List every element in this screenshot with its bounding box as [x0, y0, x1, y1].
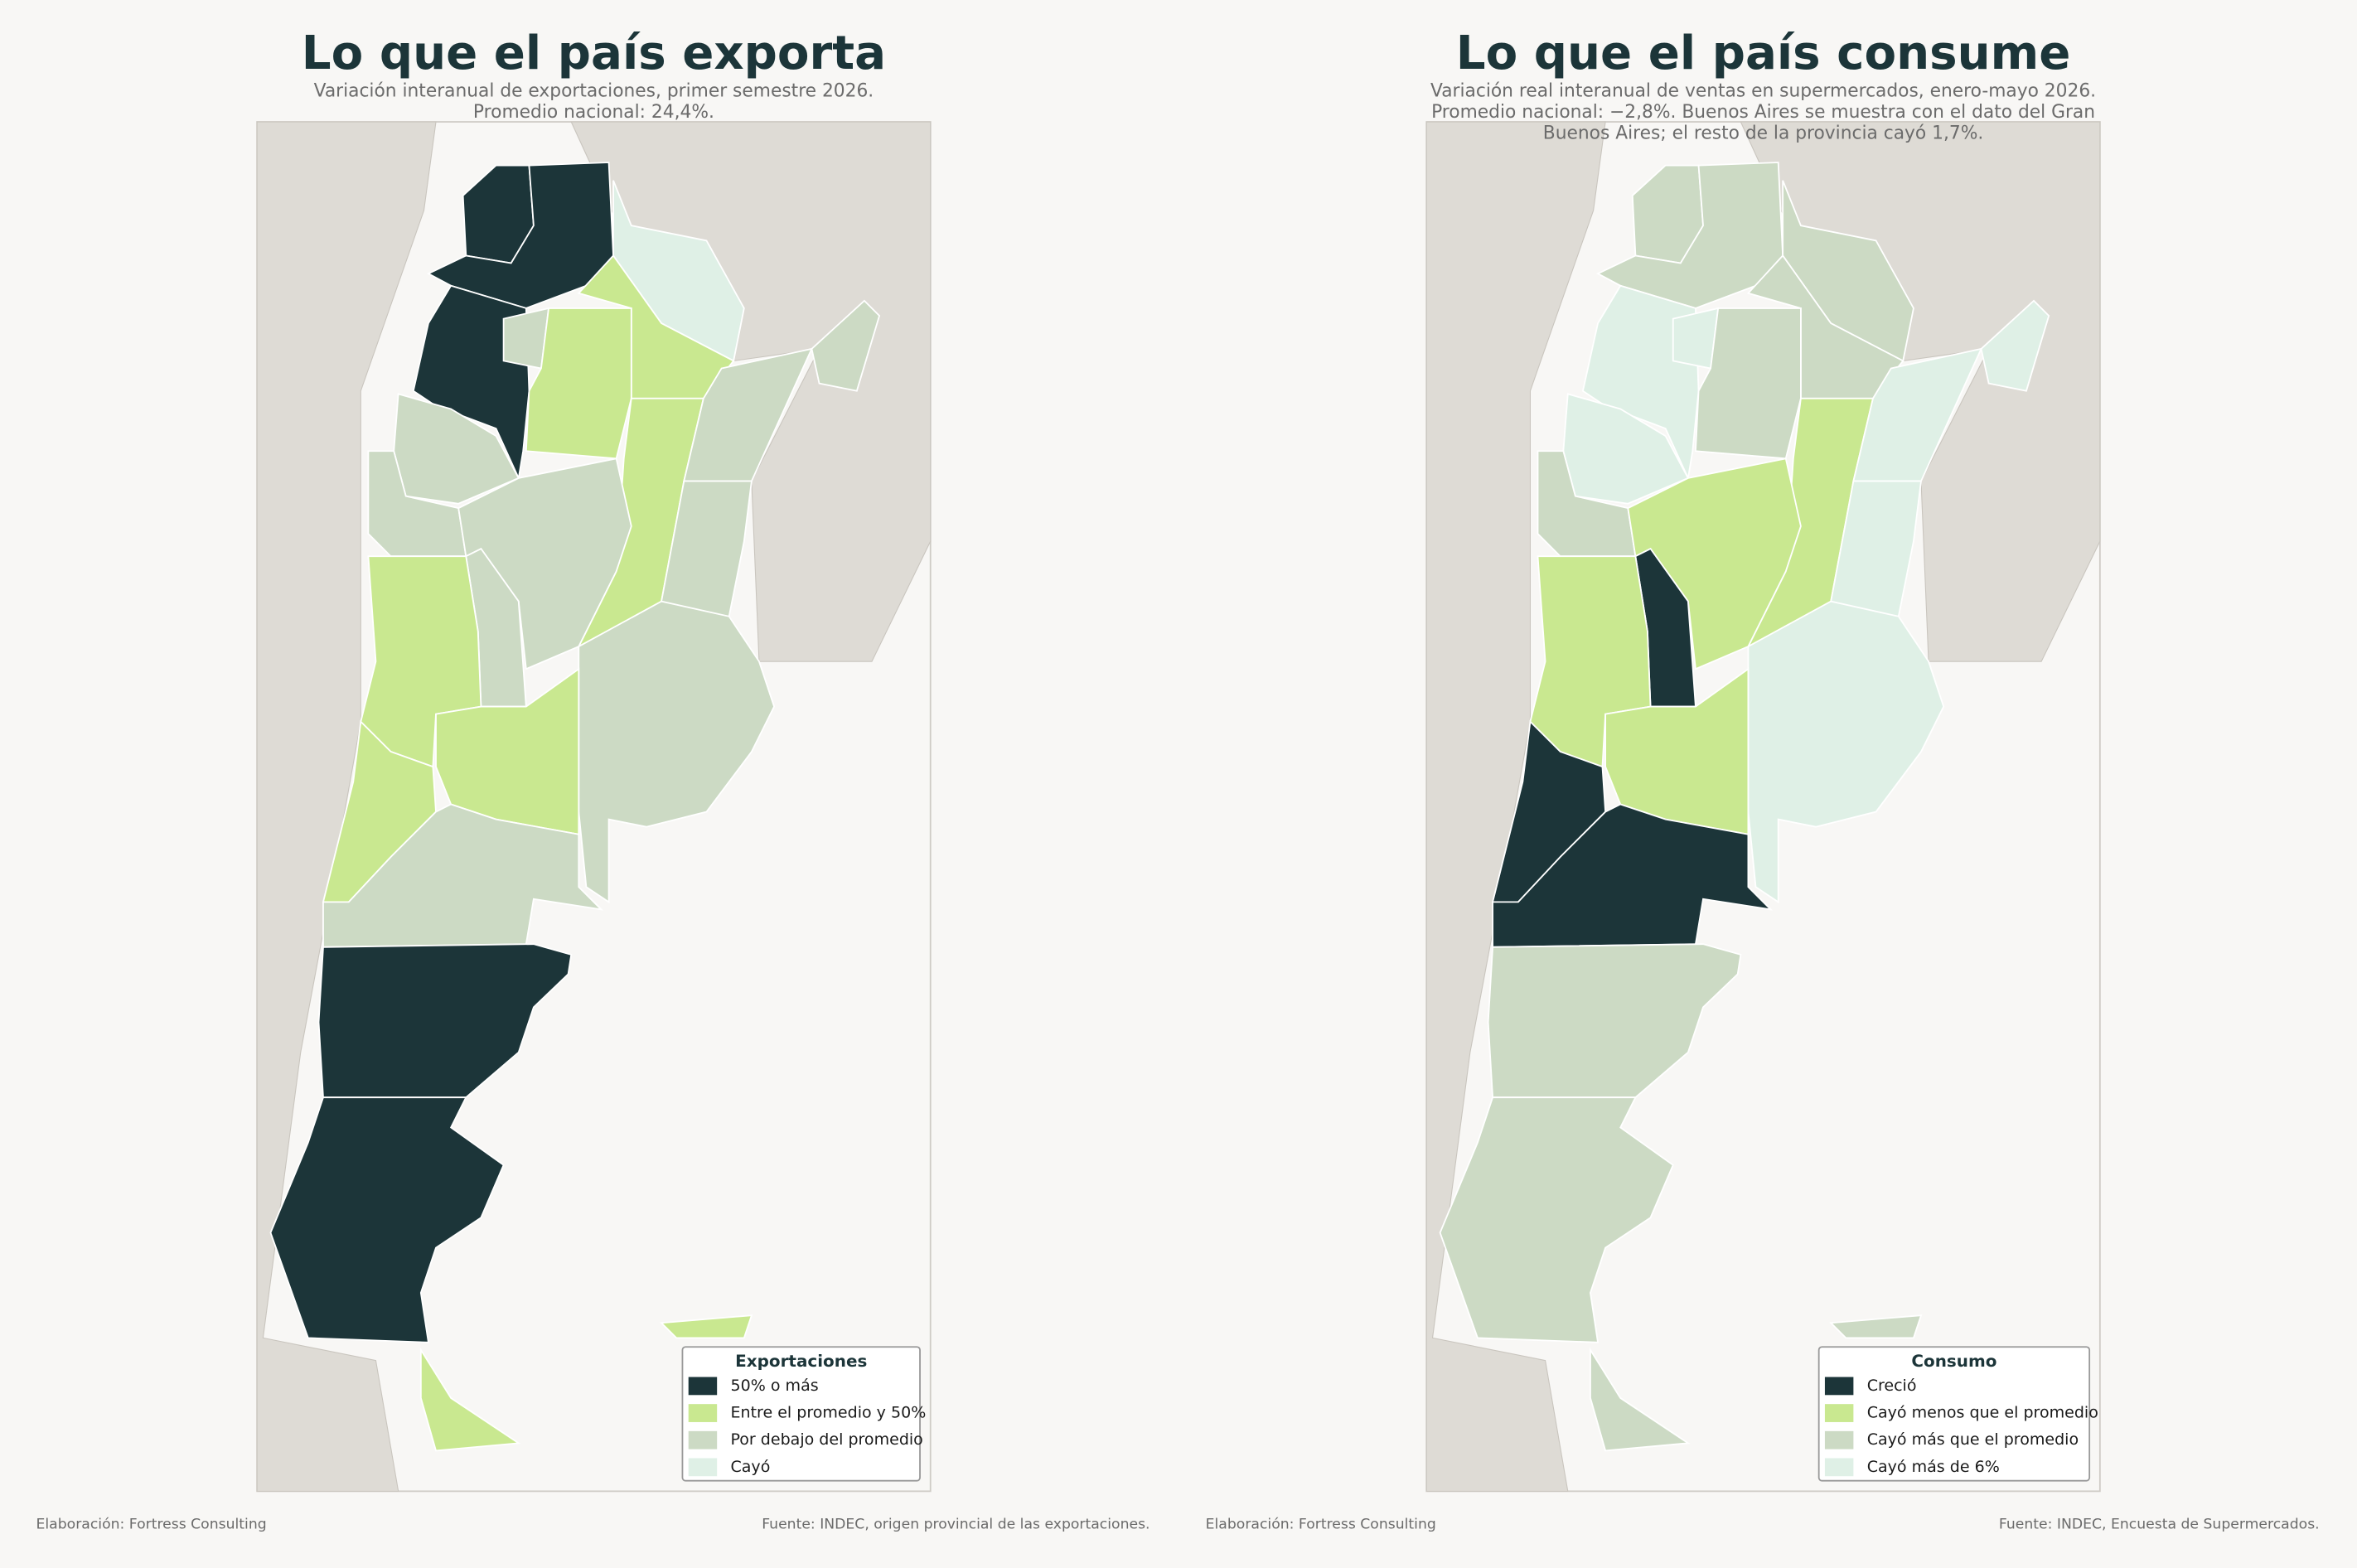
- neighbor-land: [256, 121, 437, 1492]
- map-subtitle: Promedio nacional: −2,8%. Buenos Aires s…: [1431, 102, 2095, 123]
- legend-box: [1817, 1346, 2091, 1482]
- map-title: Lo que el país consume: [1456, 27, 2071, 80]
- legend-title: Exportaciones: [735, 1351, 867, 1371]
- legend-swatch: [688, 1377, 718, 1396]
- legend-label: Entre el promedio y 50%: [730, 1404, 926, 1422]
- legend-box: [681, 1346, 921, 1482]
- province: [1529, 555, 1652, 768]
- legend-label: Cayó menos que el promedio: [1867, 1404, 2098, 1422]
- province: [317, 943, 573, 1099]
- province: [1694, 307, 1802, 460]
- province: [1747, 600, 1945, 904]
- neighbor-land: [1425, 121, 1606, 1492]
- province: [1590, 1347, 1691, 1452]
- legend-swatch: [1824, 1430, 1854, 1449]
- province: [269, 1096, 505, 1343]
- legend-label: Cayó: [730, 1458, 770, 1476]
- province: [811, 299, 881, 392]
- credit: Elaboración: Fortress Consulting: [36, 1516, 267, 1532]
- province: [419, 1347, 521, 1452]
- province: [1627, 457, 1802, 670]
- map-subtitle: Promedio nacional: 24,4%.: [473, 102, 714, 123]
- credit: Elaboración: Fortress Consulting: [1206, 1516, 1436, 1532]
- province: [457, 457, 632, 670]
- province: [322, 803, 604, 948]
- legend-swatch: [1824, 1404, 1854, 1422]
- legend-swatch: [688, 1404, 718, 1422]
- source: Fuente: INDEC, origen provincial de las …: [762, 1516, 1149, 1532]
- legend-label: 50% o más: [730, 1377, 818, 1395]
- province: [578, 600, 776, 904]
- legend-swatch: [1824, 1377, 1854, 1396]
- province: [360, 555, 482, 768]
- province: [1492, 803, 1774, 948]
- legend-swatch: [1824, 1458, 1854, 1477]
- map-subtitle: Variación real interanual de ventas en s…: [1430, 81, 2096, 102]
- province: [660, 1314, 753, 1339]
- province: [1829, 1314, 1923, 1339]
- source: Fuente: INDEC, Encuesta de Supermercados…: [1999, 1516, 2320, 1532]
- map-title: Lo que el país exporta: [302, 27, 886, 80]
- legend-title: Consumo: [1911, 1351, 1996, 1371]
- legend-swatch: [688, 1430, 718, 1449]
- map-subtitle: Buenos Aires; el resto de la provincia c…: [1543, 123, 1983, 144]
- legend-label: Creció: [1867, 1377, 1917, 1395]
- legend-label: Por debajo del promedio: [730, 1430, 922, 1449]
- legend-swatch: [688, 1458, 718, 1477]
- province: [1980, 299, 2050, 392]
- map-subtitle: Variación interanual de exportaciones, p…: [314, 81, 874, 102]
- province: [525, 307, 632, 460]
- province: [1487, 943, 1742, 1099]
- legend-label: Cayó más que el promedio: [1867, 1430, 2079, 1449]
- province: [1439, 1096, 1674, 1343]
- legend-label: Cayó más de 6%: [1867, 1458, 2000, 1476]
